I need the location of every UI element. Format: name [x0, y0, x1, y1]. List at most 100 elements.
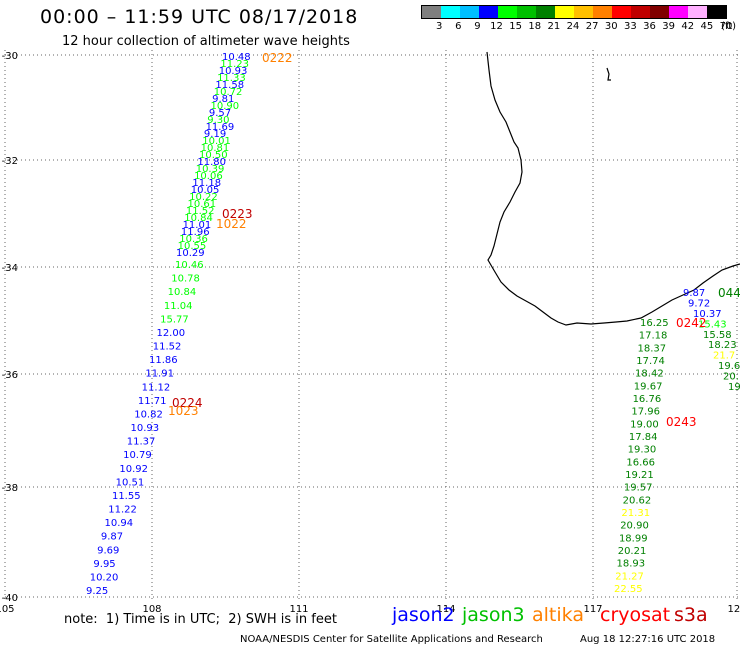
wave-height-value: 10.22 — [189, 192, 218, 203]
wave-height-value: 10.94 — [105, 518, 134, 529]
wave-height-value: 18.23 — [708, 340, 737, 351]
wave-height-value: 18.42 — [635, 369, 664, 380]
scale-label: 9 — [474, 21, 481, 32]
wave-height-value: 11.01 — [183, 220, 212, 231]
wave-height-value: 20.90 — [620, 521, 649, 532]
altimeter-tracks: 10.4811.2310.9311.3311.5810.729.8110.909… — [86, 51, 740, 597]
wave-height-value: 16.76 — [633, 394, 662, 405]
wave-height-value: 11.91 — [145, 369, 174, 380]
wave-height-value: 11.96 — [181, 227, 210, 238]
wave-height-value: 17.74 — [636, 356, 665, 367]
legend-cryosat: cryosat — [600, 604, 671, 626]
scale-label: 3 — [435, 21, 443, 32]
pass-time-label: 1023 — [168, 404, 199, 418]
scale-swatch — [707, 6, 726, 18]
lon-tick-label: 108 — [142, 604, 161, 615]
wave-height-value: 21.7 — [713, 351, 735, 362]
scale-swatch — [631, 6, 650, 18]
wave-height-value: 19.57 — [624, 483, 653, 494]
wave-height-value: 11.52 — [186, 206, 215, 217]
wave-height-value: 10.48 — [222, 52, 251, 63]
wave-height-value: 11.80 — [197, 157, 226, 168]
scale-swatch — [593, 6, 612, 18]
pass-time-label: 044 — [718, 286, 740, 300]
wave-height-value: 10.06 — [194, 171, 223, 182]
wave-height-value: 11.18 — [192, 178, 221, 189]
scale-swatch — [536, 6, 555, 18]
wave-height-value: 19.30 — [628, 445, 657, 456]
scale-swatch — [688, 6, 707, 18]
scale-label: 36 — [643, 21, 656, 32]
scale-label: 27 — [585, 21, 599, 32]
wave-height-value: 10.46 — [175, 260, 204, 271]
wave-height-value: 10.05 — [191, 185, 220, 196]
generated-timestamp: Aug 18 12:27:16 UTC 2018 — [580, 634, 716, 645]
wave-height-value: 10.79 — [123, 450, 152, 461]
wave-height-value: 10.82 — [134, 409, 163, 420]
wave-height-value: 12.00 — [156, 328, 185, 339]
wave-height-value: 15.77 — [160, 314, 189, 325]
wave-height-value: 18.99 — [619, 533, 648, 544]
wave-height-value: 16.25 — [640, 318, 669, 329]
wave-height-value: 21.31 — [621, 508, 650, 519]
scale-label: 39 — [662, 21, 675, 32]
wave-height-value: 10.93 — [219, 66, 248, 77]
wave-height-value: 10.90 — [211, 101, 240, 112]
wave-height-value: 20.62 — [623, 495, 652, 506]
wave-height-value: 10.93 — [131, 423, 160, 434]
wave-height-value: 17.18 — [639, 331, 668, 342]
wave-height-value: 21.27 — [615, 571, 644, 582]
wave-height-value: 11.12 — [142, 382, 171, 393]
pass-time-label: 0243 — [666, 415, 697, 429]
wave-height-value: 10.72 — [214, 87, 243, 98]
wave-height-value: 9.87 — [683, 288, 705, 299]
scale-label: 24 — [566, 21, 580, 32]
wave-height-value: 11.33 — [217, 73, 246, 84]
wave-height-value: 10.37 — [693, 309, 722, 320]
legend-altika: altika — [532, 604, 584, 626]
wave-height-value: 11.86 — [149, 355, 178, 366]
wave-height-value: 11.23 — [220, 59, 249, 70]
wave-height-value: 10.81 — [201, 143, 230, 154]
wave-height-value: 16.66 — [626, 457, 655, 468]
wave-height-value: 10.78 — [171, 274, 200, 285]
lat-tick-label: -30 — [2, 51, 18, 62]
scale-label: 45 — [700, 21, 714, 32]
scale-swatch — [650, 6, 669, 18]
lon-tick-label: 105 — [0, 604, 15, 615]
wave-height-value: 9.95 — [93, 559, 115, 570]
wave-height-value: 19.6 — [718, 361, 740, 372]
scale-swatch — [517, 6, 536, 18]
scale-swatch — [479, 6, 498, 18]
wave-height-value: 9.87 — [101, 532, 123, 543]
wave-height-value: 17.96 — [631, 407, 660, 418]
wave-height-value: 17.84 — [629, 432, 658, 443]
page-title: 00:00 – 11:59 UTC 08/17/2018 — [40, 6, 359, 28]
wave-height-value: 10.51 — [116, 477, 145, 488]
wave-height-value: 10.55 — [178, 241, 207, 252]
pass-time-label: 0224 — [172, 396, 203, 410]
wave-height-value: 10.92 — [119, 464, 148, 475]
lon-tick-label: 111 — [289, 604, 308, 615]
lat-tick-label: -32 — [2, 156, 18, 167]
scale-swatch — [574, 6, 593, 18]
wave-height-value: 9.57 — [209, 108, 231, 119]
wave-height-value: 9.72 — [688, 298, 710, 309]
wave-height-value: 11.55 — [112, 491, 141, 502]
wave-height-value: 10.20 — [90, 572, 119, 583]
pass-time-label: 1022 — [216, 217, 247, 231]
wave-height-value: 15.43 — [698, 319, 727, 330]
lon-tick-label: 114 — [436, 604, 455, 615]
scale-label: 15 — [509, 21, 522, 32]
footnote: note: 1) Time is in UTC; 2) SWH is in fe… — [64, 612, 337, 627]
wave-height-value: 10.61 — [188, 199, 217, 210]
scale-label: 12 — [490, 21, 503, 32]
credit-line: NOAA/NESDIS Center for Satellite Applica… — [240, 634, 543, 645]
wave-height-value: 10.29 — [176, 248, 205, 259]
wave-height-value: 19.00 — [630, 419, 659, 430]
legend-jason2: jason2 — [392, 604, 455, 626]
wave-height-value: 22.55 — [614, 584, 643, 595]
scale-label: 21 — [547, 21, 561, 32]
legend-jason3: jason3 — [462, 604, 525, 626]
